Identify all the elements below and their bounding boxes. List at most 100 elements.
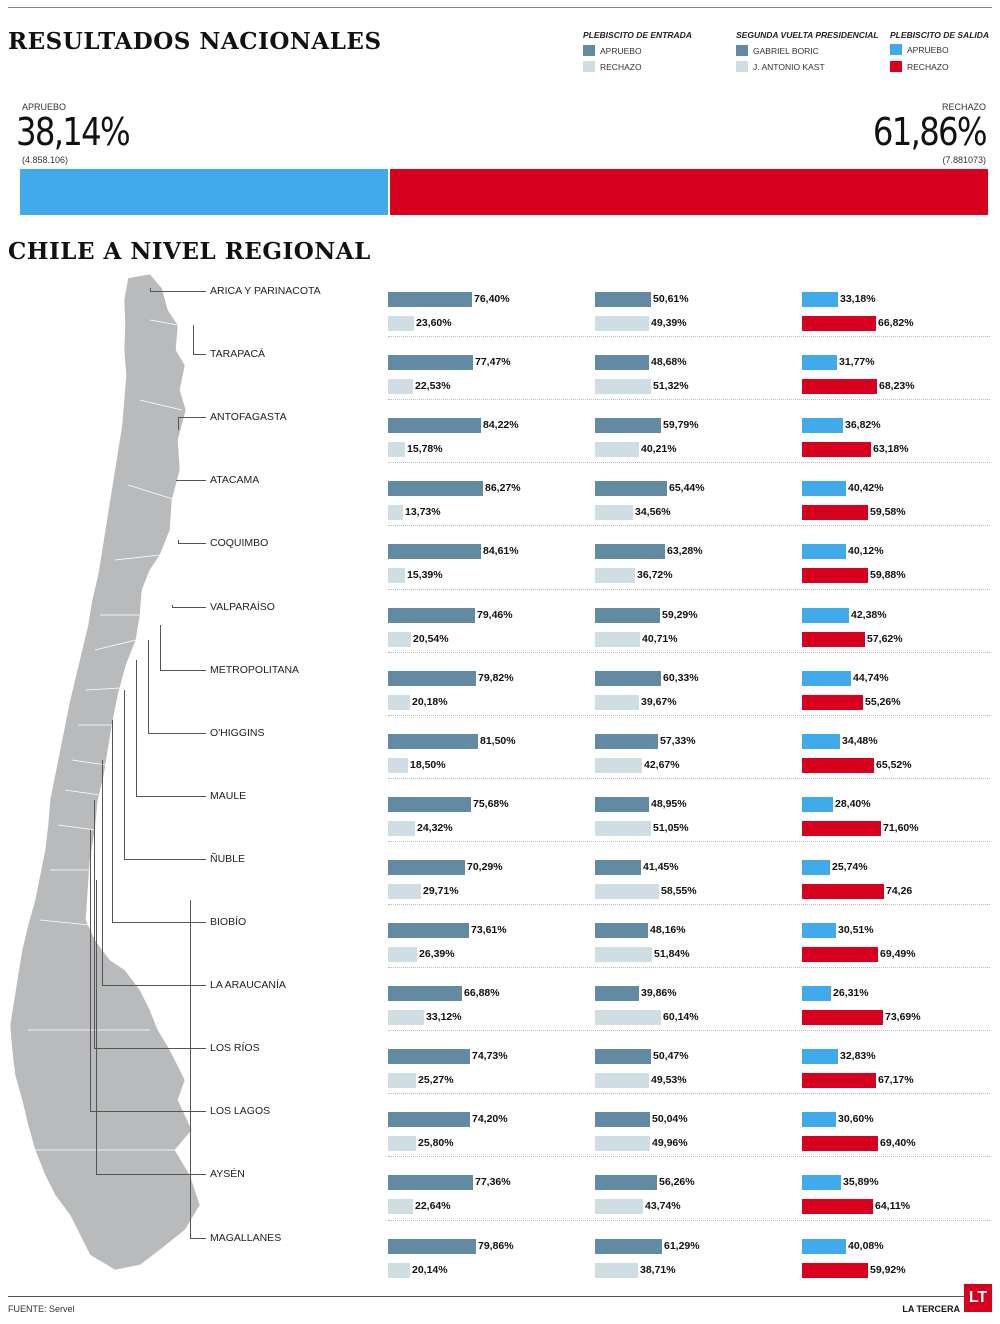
- value-entrada-b: 25,80%: [418, 1137, 454, 1149]
- row-separator: [388, 399, 990, 400]
- value-salida-b: 69,40%: [880, 1137, 916, 1149]
- value-entrada-b: 24,32%: [417, 822, 453, 834]
- region-label: METROPOLITANA: [210, 664, 300, 676]
- leader-line: [90, 1111, 206, 1112]
- bar-salida-b: [802, 379, 877, 394]
- legend-swatch: [890, 44, 902, 55]
- bar-salida-a: [802, 418, 843, 433]
- row-separator: [388, 967, 990, 968]
- leader-line: [102, 760, 103, 985]
- leader-line: [178, 417, 206, 418]
- bar-entrada-b: [388, 695, 410, 710]
- national-bar-rechazo: [390, 169, 988, 215]
- value-entrada-a: 84,61%: [483, 545, 519, 557]
- region-label: BIOBÍO: [210, 916, 247, 928]
- chile-map-borders: [20, 319, 183, 1151]
- value-segunda-b: 40,21%: [641, 443, 677, 455]
- legend-title-segunda: SEGUNDA VUELTA PRESIDENCIAL: [736, 30, 879, 40]
- value-segunda-b: 60,14%: [663, 1011, 699, 1023]
- bar-segunda-a: [595, 544, 665, 559]
- bar-segunda-b: [595, 1010, 661, 1025]
- leader-line: [150, 291, 206, 292]
- bar-entrada-b: [388, 442, 405, 457]
- legend-label: RECHAZO: [600, 61, 642, 72]
- value-salida-a: 40,12%: [848, 545, 884, 557]
- bar-segunda-a: [595, 734, 658, 749]
- value-salida-b: 64,11%: [875, 1200, 911, 1212]
- bar-entrada-a: [388, 986, 462, 1001]
- value-entrada-a: 74,73%: [472, 1050, 508, 1062]
- value-salida-b: 63,18%: [873, 443, 909, 455]
- bar-salida-b: [802, 1010, 883, 1025]
- value-segunda-b: 49,96%: [652, 1137, 688, 1149]
- value-segunda-a: 48,16%: [650, 924, 686, 936]
- bar-segunda-b: [595, 632, 640, 647]
- value-salida-a: 40,42%: [848, 482, 884, 494]
- leader-line: [112, 922, 206, 923]
- value-segunda-a: 59,79%: [663, 419, 699, 431]
- value-entrada-a: 73,61%: [471, 924, 507, 936]
- leader-line: [193, 325, 194, 354]
- bar-segunda-a: [595, 1175, 657, 1190]
- leader-line: [160, 670, 206, 671]
- value-salida-a: 28,40%: [835, 798, 871, 810]
- bar-segunda-b: [595, 947, 652, 962]
- value-entrada-a: 70,29%: [467, 861, 503, 873]
- bar-segunda-b: [595, 884, 659, 899]
- legend-swatch: [736, 45, 748, 56]
- bar-segunda-b: [595, 568, 635, 583]
- leader-line: [160, 625, 161, 670]
- value-entrada-a: 66,88%: [464, 987, 500, 999]
- region-label: VALPARAÍSO: [210, 601, 275, 613]
- value-salida-a: 35,89%: [843, 1176, 879, 1188]
- value-segunda-a: 48,95%: [651, 798, 687, 810]
- region-label: MAGALLANES: [210, 1232, 282, 1244]
- region-label: TARAPACÁ: [210, 348, 266, 360]
- bar-entrada-a: [388, 797, 471, 812]
- leader-line: [178, 543, 206, 544]
- legend-boric: GABRIEL BORIC: [736, 45, 819, 56]
- value-salida-a: 26,31%: [833, 987, 869, 999]
- bar-salida-b: [802, 568, 868, 583]
- bar-salida-b: [802, 1263, 868, 1278]
- national-apruebo-pct: 38,14%: [16, 110, 131, 154]
- value-entrada-b: 20,14%: [412, 1264, 448, 1276]
- value-segunda-a: 50,61%: [653, 293, 689, 305]
- bar-segunda-a: [595, 923, 648, 938]
- value-segunda-b: 51,32%: [653, 380, 689, 392]
- row-separator: [388, 1156, 990, 1157]
- leader-line: [96, 1174, 206, 1175]
- value-segunda-b: 42,67%: [644, 759, 680, 771]
- national-apruebo-votes: (4.858.106): [22, 155, 69, 165]
- bar-segunda-b: [595, 1136, 650, 1151]
- bar-salida-a: [802, 734, 840, 749]
- bar-segunda-a: [595, 1112, 650, 1127]
- value-salida-a: 31,77%: [839, 356, 875, 368]
- bar-segunda-a: [595, 1049, 651, 1064]
- value-entrada-b: 22,64%: [415, 1200, 451, 1212]
- value-salida-a: 30,51%: [838, 924, 874, 936]
- bar-segunda-b: [595, 442, 639, 457]
- bar-salida-a: [802, 1112, 836, 1127]
- value-entrada-a: 75,68%: [473, 798, 509, 810]
- value-entrada-b: 13,73%: [405, 506, 441, 518]
- brand-name: LA TERCERA: [902, 1304, 960, 1314]
- bar-salida-a: [802, 1239, 846, 1254]
- value-salida-a: 36,82%: [845, 419, 881, 431]
- value-segunda-b: 49,53%: [651, 1074, 687, 1086]
- page-title: RESULTADOS NACIONALES: [8, 28, 382, 55]
- region-label: ATACAMA: [210, 474, 260, 486]
- bar-entrada-a: [388, 1112, 470, 1127]
- value-segunda-b: 38,71%: [640, 1264, 676, 1276]
- row-separator: [388, 1093, 990, 1094]
- row-separator: [388, 1220, 990, 1221]
- bar-salida-a: [802, 986, 831, 1001]
- bar-salida-b: [802, 1199, 873, 1214]
- row-separator: [388, 589, 990, 590]
- bar-segunda-a: [595, 986, 639, 1001]
- bar-salida-a: [802, 355, 837, 370]
- region-label: COQUIMBO: [210, 537, 269, 549]
- bar-salida-b: [802, 947, 878, 962]
- bar-salida-b: [802, 442, 871, 457]
- legend-label: APRUEBO: [907, 44, 949, 55]
